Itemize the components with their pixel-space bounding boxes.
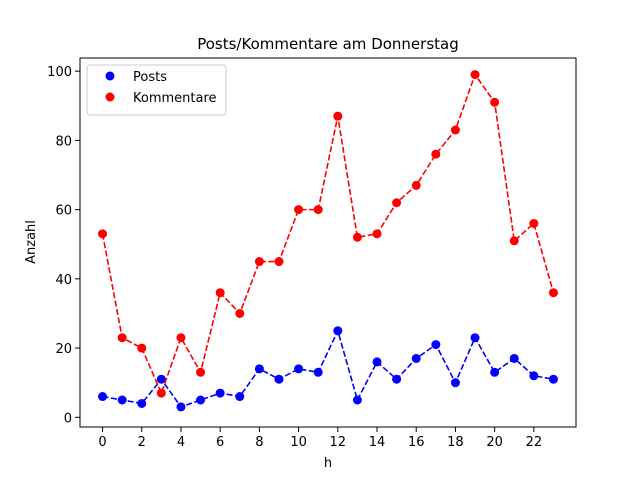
data-point-kommentare	[235, 308, 245, 318]
data-point-posts	[411, 353, 421, 363]
data-point-posts	[196, 395, 206, 405]
x-tick-label: 20	[486, 435, 503, 450]
legend: Posts Kommentare	[86, 64, 227, 116]
x-tick-label: 6	[216, 435, 224, 450]
data-point-kommentare	[509, 236, 519, 246]
data-point-posts	[313, 367, 323, 377]
data-point-kommentare	[215, 288, 225, 298]
data-point-kommentare	[156, 388, 166, 398]
data-point-posts	[294, 364, 304, 374]
y-tick-label: 80	[55, 134, 72, 149]
data-point-posts	[235, 392, 245, 402]
data-point-kommentare	[333, 111, 343, 121]
data-point-kommentare	[196, 367, 206, 377]
chart-title: Posts/Kommentare am Donnerstag	[197, 35, 459, 53]
data-point-kommentare	[176, 333, 186, 343]
x-axis-ticks: 0 2 4 6 8 10 12 14 16 18 20 22	[98, 427, 542, 450]
data-point-posts	[470, 333, 480, 343]
y-tick-label: 60	[55, 204, 72, 219]
data-point-posts	[392, 374, 402, 384]
x-tick-label: 16	[408, 435, 425, 450]
data-point-kommentare	[274, 257, 284, 267]
data-point-posts	[529, 371, 539, 381]
legend-marker-posts	[105, 71, 115, 81]
data-point-posts	[333, 326, 343, 336]
x-tick-label: 8	[255, 435, 263, 450]
data-point-posts	[156, 374, 166, 384]
x-tick-label: 14	[369, 435, 386, 450]
x-tick-label: 2	[138, 435, 146, 450]
data-point-posts	[352, 395, 362, 405]
x-tick-label: 4	[177, 435, 185, 450]
data-point-posts	[509, 353, 519, 363]
x-tick-label: 12	[330, 435, 347, 450]
data-point-posts	[372, 357, 382, 367]
legend-label-kommentare: Kommentare	[133, 91, 217, 106]
plot-area	[80, 58, 576, 427]
data-point-kommentare	[117, 333, 127, 343]
data-point-kommentare	[98, 229, 108, 239]
data-point-posts	[117, 395, 127, 405]
x-tick-label: 0	[98, 435, 106, 450]
x-axis-label: h	[324, 456, 332, 471]
data-point-posts	[431, 340, 441, 350]
data-point-posts	[98, 392, 108, 402]
data-point-posts	[548, 374, 558, 384]
series-layer	[98, 70, 558, 412]
data-point-kommentare	[529, 218, 539, 228]
y-tick-label: 100	[47, 65, 72, 80]
data-point-kommentare	[254, 257, 264, 267]
data-point-kommentare	[490, 97, 500, 107]
y-tick-label: 0	[64, 411, 72, 426]
legend-marker-kommentare	[105, 92, 115, 102]
y-axis-label: Anzahl	[24, 220, 39, 264]
data-point-kommentare	[431, 149, 441, 159]
data-point-kommentare	[411, 180, 421, 190]
data-point-posts	[254, 364, 264, 374]
series-kommentare	[98, 70, 558, 398]
data-point-kommentare	[470, 70, 480, 80]
data-point-posts	[490, 367, 500, 377]
y-axis-ticks: 0 20 40 60 80 100	[47, 65, 80, 426]
data-point-kommentare	[137, 343, 147, 353]
series-line-kommentare	[101, 72, 555, 396]
y-tick-label: 20	[55, 342, 72, 357]
legend-box	[86, 64, 227, 116]
data-point-posts	[450, 378, 460, 388]
y-tick-label: 40	[55, 273, 72, 288]
data-point-posts	[176, 402, 186, 412]
data-point-kommentare	[294, 205, 304, 215]
data-point-kommentare	[392, 198, 402, 208]
data-point-posts	[274, 374, 284, 384]
x-tick-label: 10	[290, 435, 307, 450]
data-point-kommentare	[372, 229, 382, 239]
data-point-kommentare	[548, 288, 558, 298]
x-tick-label: 22	[526, 435, 543, 450]
data-point-kommentare	[313, 205, 323, 215]
x-tick-label: 18	[447, 435, 464, 450]
series-posts	[98, 326, 558, 412]
plot-frame	[79, 57, 577, 428]
data-point-posts	[215, 388, 225, 398]
series-line-posts	[102, 328, 554, 408]
legend-label-posts: Posts	[133, 70, 167, 85]
data-point-posts	[137, 398, 147, 408]
data-point-kommentare	[352, 232, 362, 242]
data-point-kommentare	[450, 125, 460, 135]
